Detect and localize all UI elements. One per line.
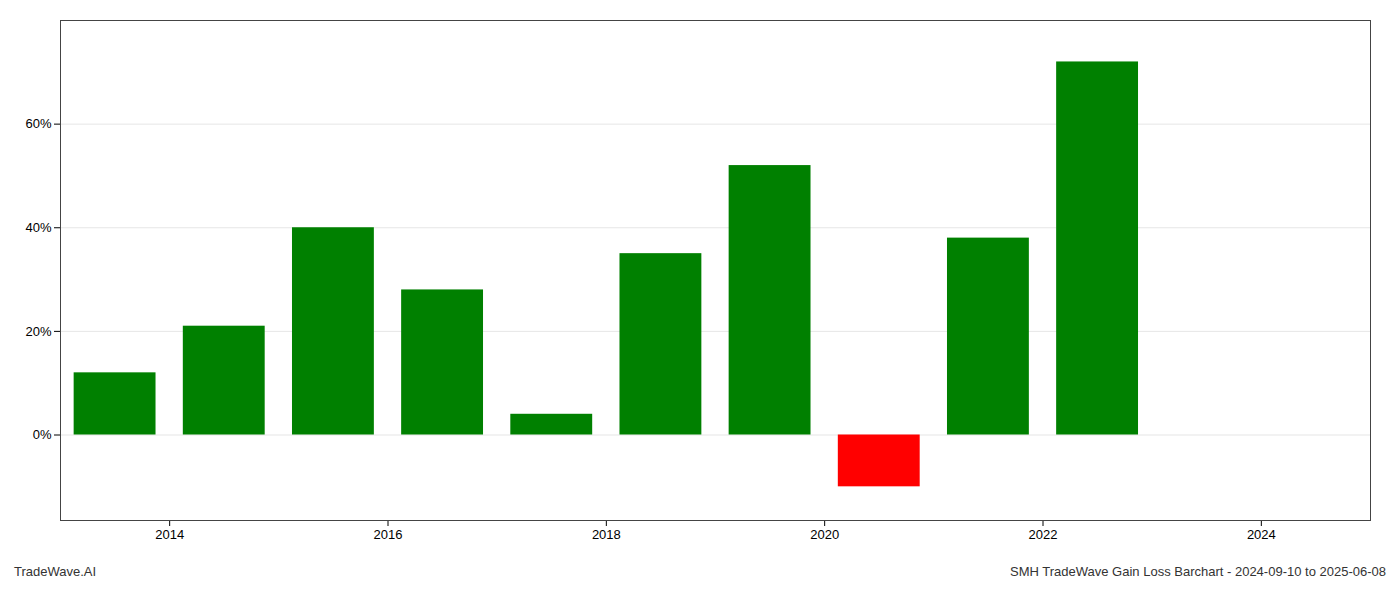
svg-text:0%: 0% [33,427,52,442]
svg-text:2014: 2014 [155,527,184,542]
svg-text:2022: 2022 [1029,527,1058,542]
svg-text:2024: 2024 [1247,527,1276,542]
svg-text:2020: 2020 [810,527,839,542]
svg-text:20%: 20% [25,324,51,339]
html-text:SMH TradeWave Gain Loss Barcha: SMH TradeWave Gain Loss Barchart - 2024-… [1010,564,1386,579]
html-text:TradeWave.AI: TradeWave.AI [14,564,97,579]
svg-text:40%: 40% [25,220,51,235]
svg-text:2018: 2018 [592,527,621,542]
svg-text:2016: 2016 [374,527,403,542]
svg-text:60%: 60% [25,116,51,131]
